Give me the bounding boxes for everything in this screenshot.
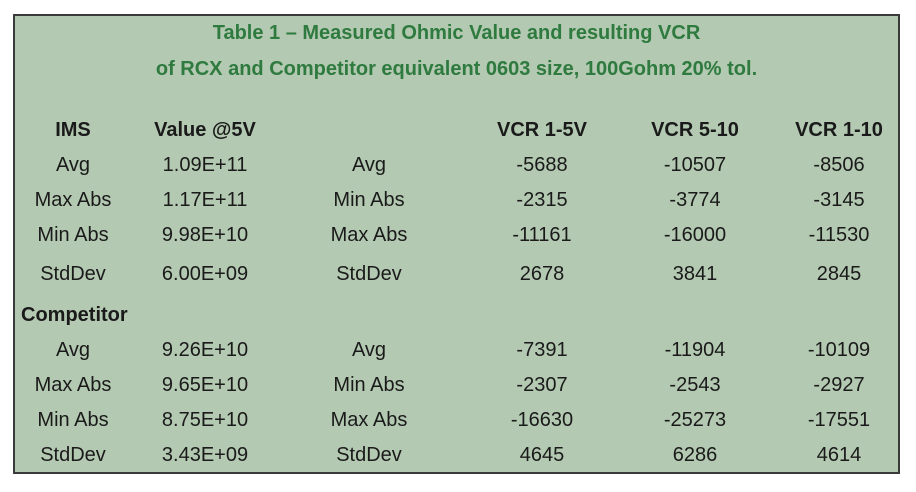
table-row-vcr-stat: Max Abs: [330, 224, 408, 246]
table-row-vcr-stat: StdDev: [336, 444, 402, 466]
header-value-5v: Value @5V: [154, 119, 256, 141]
table-row-value: 9.65E+10: [161, 374, 249, 396]
table-row-vcr-1-10: 2845: [816, 263, 862, 285]
table-row-vcr-1-5: -2315: [516, 189, 568, 211]
header-vcr-5-10: VCR 5-10: [651, 119, 739, 141]
table-row-stat: Min Abs: [37, 409, 109, 431]
table-row-stat: Max Abs: [34, 374, 112, 396]
table-row-value: 3.43E+09: [161, 444, 249, 466]
table-row-stat: Min Abs: [37, 224, 109, 246]
table-row-vcr-stat: StdDev: [336, 263, 402, 285]
table-row-vcr-1-10: -11530: [808, 224, 870, 246]
table-row-vcr-stat: Min Abs: [333, 189, 405, 211]
header-competitor: Competitor: [21, 304, 128, 326]
table-row-value: 1.17E+11: [162, 189, 248, 211]
table-row-vcr-1-5: -5688: [516, 154, 568, 176]
table-row-stat: StdDev: [40, 444, 106, 466]
table-row-vcr-5-10: 3841: [672, 263, 718, 285]
table-row-vcr-1-10: -3145: [813, 189, 865, 211]
table-row-value: 8.75E+10: [161, 409, 249, 431]
table-row-vcr-5-10: -3774: [669, 189, 721, 211]
table-row-vcr-5-10: -11904: [664, 339, 726, 361]
table-row-stat: Avg: [55, 339, 91, 361]
table-row-vcr-1-10: -10109: [807, 339, 871, 361]
table-row-vcr-1-5: -2307: [516, 374, 568, 396]
table-row-vcr-1-10: 4614: [816, 444, 862, 466]
table-row-vcr-stat: Min Abs: [333, 374, 405, 396]
table-row-vcr-5-10: -25273: [663, 409, 727, 431]
header-vcr-1-5v: VCR 1-5V: [496, 119, 588, 141]
table-row-vcr-stat: Avg: [351, 339, 387, 361]
table-row-value: 6.00E+09: [161, 263, 249, 285]
table-row-value: 1.09E+11: [162, 154, 248, 176]
table-row-vcr-1-5: 2678: [519, 263, 565, 285]
table-row-value: 9.26E+10: [161, 339, 249, 361]
table-row-vcr-5-10: -10507: [663, 154, 727, 176]
table-row-vcr-5-10: 6286: [672, 444, 718, 466]
header-vcr-1-10: VCR 1-10: [795, 119, 883, 141]
table-row-vcr-1-5: -7391: [516, 339, 568, 361]
table-row-vcr-1-5: 4645: [519, 444, 565, 466]
table-row-vcr-5-10: -16000: [663, 224, 727, 246]
table-row-stat: StdDev: [40, 263, 106, 285]
table-row-vcr-5-10: -2543: [669, 374, 721, 396]
header-ims: IMS: [55, 119, 91, 141]
table-row-vcr-1-10: -17551: [807, 409, 871, 431]
table-title-line-1: Table 1 – Measured Ohmic Value and resul…: [212, 22, 701, 44]
table-row-stat: Avg: [55, 154, 91, 176]
table-panel: Table 1 – Measured Ohmic Value and resul…: [13, 14, 900, 474]
table-title-line-2: of RCX and Competitor equivalent 0603 si…: [155, 58, 758, 80]
table-row-vcr-1-5: -16630: [510, 409, 574, 431]
table-row-vcr-1-10: -8506: [813, 154, 865, 176]
table-row-vcr-stat: Max Abs: [330, 409, 408, 431]
table-row-stat: Max Abs: [34, 189, 112, 211]
table-row-vcr-1-5: -11161: [512, 224, 572, 246]
table-row-value: 9.98E+10: [161, 224, 249, 246]
table-row-vcr-1-10: -2927: [813, 374, 865, 396]
table-row-vcr-stat: Avg: [351, 154, 387, 176]
